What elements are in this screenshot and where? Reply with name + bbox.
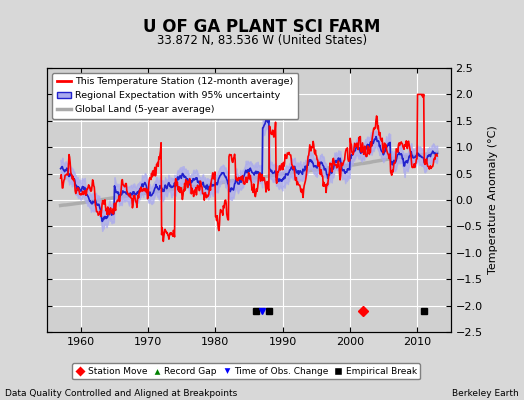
Text: U OF GA PLANT SCI FARM: U OF GA PLANT SCI FARM	[143, 18, 381, 36]
Legend: Station Move, Record Gap, Time of Obs. Change, Empirical Break: Station Move, Record Gap, Time of Obs. C…	[72, 363, 420, 380]
Text: 33.872 N, 83.536 W (United States): 33.872 N, 83.536 W (United States)	[157, 34, 367, 47]
Text: Data Quality Controlled and Aligned at Breakpoints: Data Quality Controlled and Aligned at B…	[5, 389, 237, 398]
Legend: This Temperature Station (12-month average), Regional Expectation with 95% uncer: This Temperature Station (12-month avera…	[52, 73, 299, 119]
Text: Berkeley Earth: Berkeley Earth	[452, 389, 519, 398]
Y-axis label: Temperature Anomaly (°C): Temperature Anomaly (°C)	[488, 126, 498, 274]
